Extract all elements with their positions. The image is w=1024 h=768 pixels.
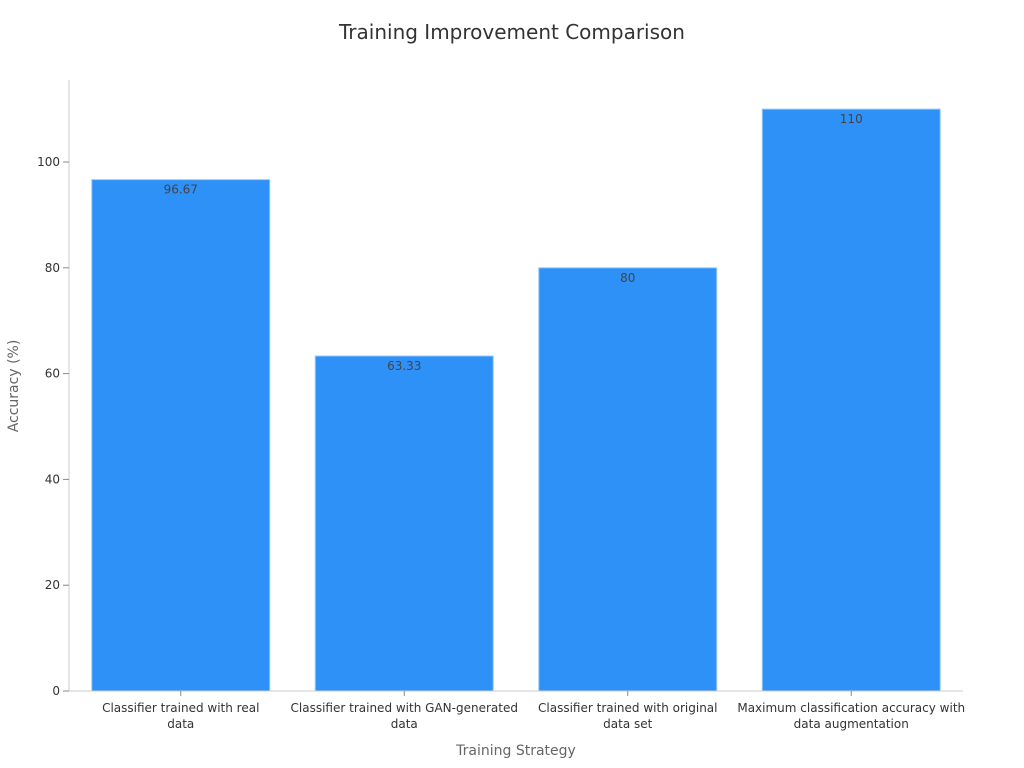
x-category-label: data set: [603, 717, 652, 731]
x-category-label: data augmentation: [794, 717, 909, 731]
x-category-labels: Classifier trained with real data Classifi…: [102, 691, 965, 731]
bars-layer: 96.67 63.33 80 110: [91, 108, 941, 692]
y-tick-label: 60: [45, 367, 60, 381]
bar: [538, 267, 718, 692]
x-category-label: Classifier trained with GAN-generated: [291, 701, 518, 715]
y-tick-label: 100: [37, 155, 60, 169]
bar-value-label: 63.33: [387, 359, 421, 373]
y-tick-label: 20: [45, 578, 60, 592]
x-category-label: Classifier trained with original: [538, 701, 717, 715]
bar: [314, 355, 494, 692]
y-tick-label: 40: [45, 472, 60, 486]
bar: [761, 108, 941, 692]
x-category-label: Classifier trained with real: [102, 701, 259, 715]
y-tick-label: 0: [52, 684, 60, 698]
y-tick-label: 80: [45, 261, 60, 275]
bar-value-label: 96.67: [164, 183, 198, 197]
bar-value-label: 80: [620, 271, 635, 285]
x-category-label: data: [167, 717, 194, 731]
bar-value-label: 110: [840, 112, 863, 126]
x-category-label: Maximum classification accuracy with: [737, 701, 965, 715]
y-ticks: 0 20 40 60 80 100: [37, 155, 69, 698]
bar: [91, 179, 271, 692]
x-category-label: data: [391, 717, 418, 731]
y-axis-title: Accuracy (%): [6, 340, 22, 433]
chart-title: Training Improvement Comparison: [339, 20, 685, 44]
x-axis-title: Training Strategy: [455, 743, 576, 759]
